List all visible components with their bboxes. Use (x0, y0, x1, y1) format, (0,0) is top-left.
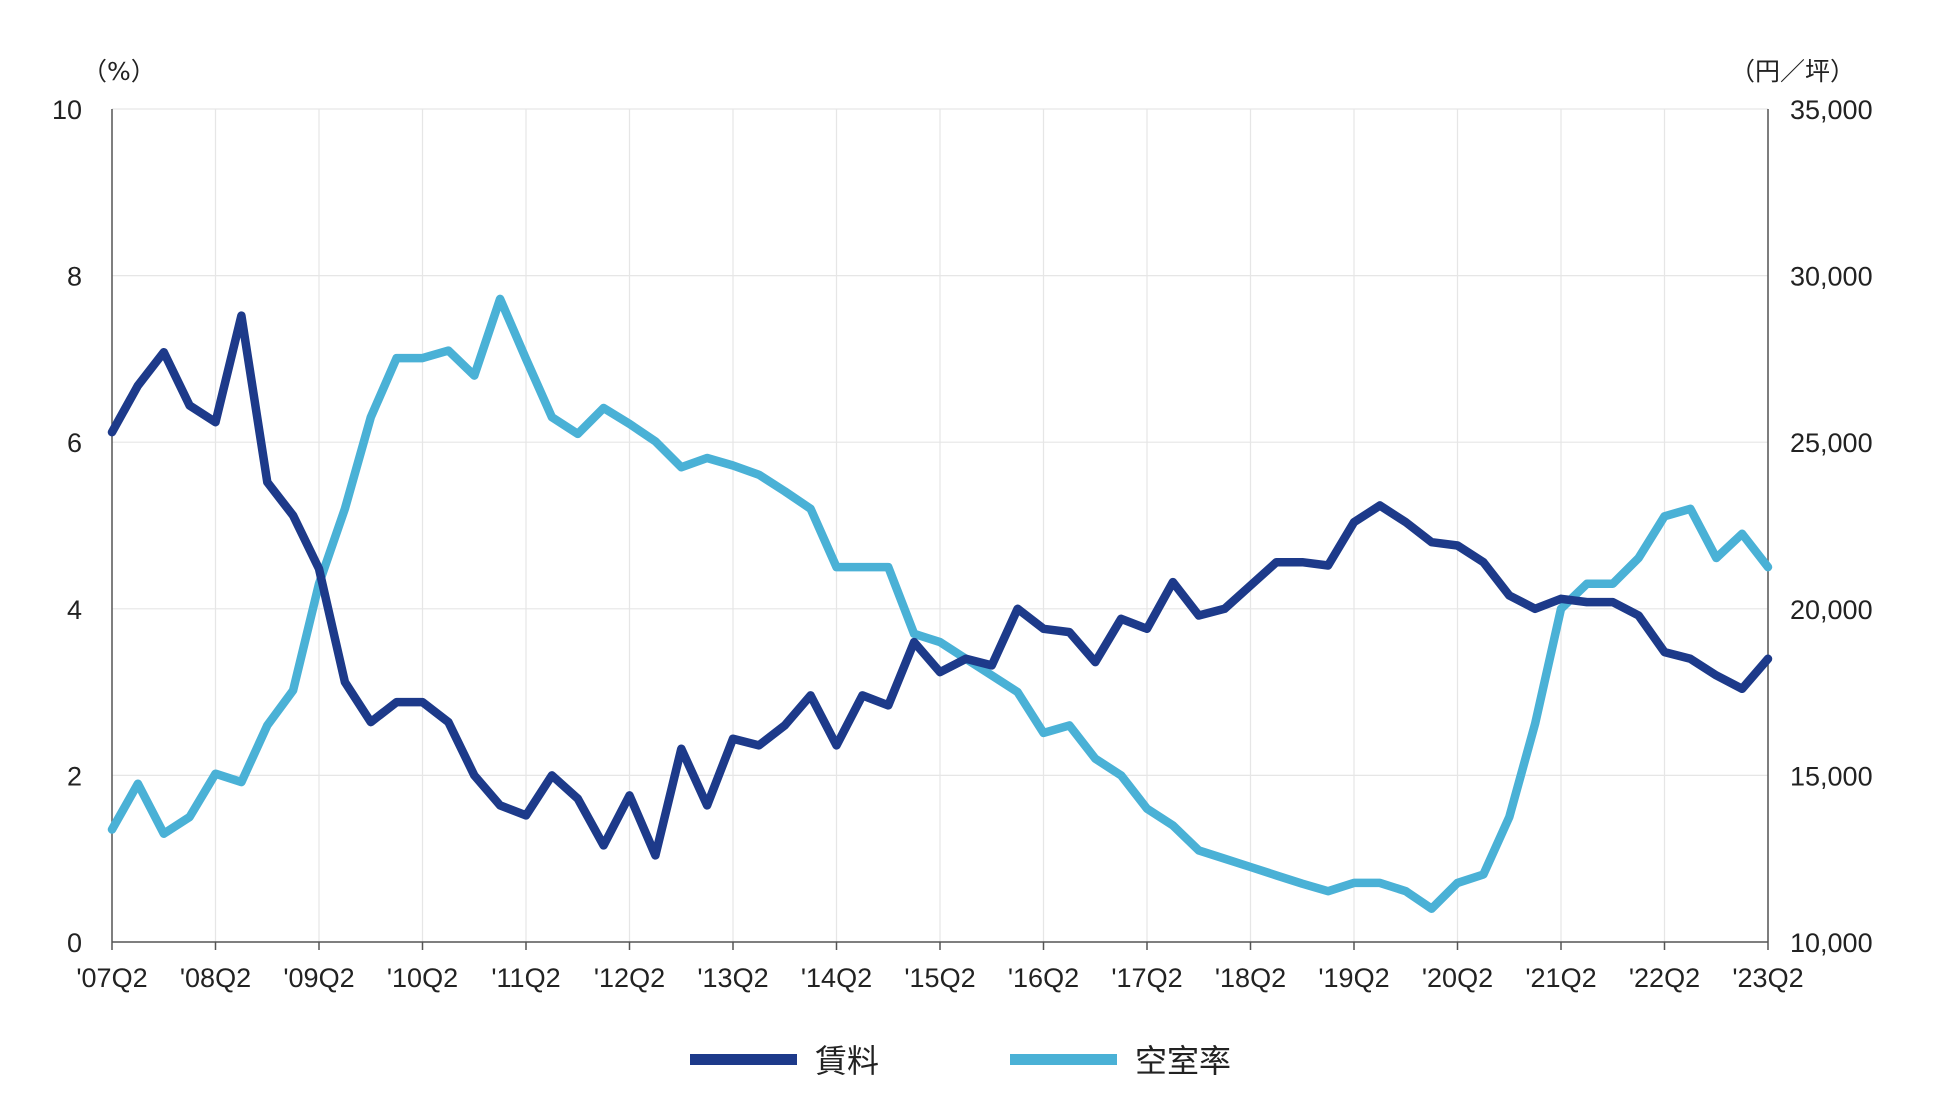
y-right-unit: （円／坪） (1730, 57, 1855, 86)
x-tick-label: '17Q2 (1111, 963, 1182, 993)
x-tick-label: '16Q2 (1008, 963, 1079, 993)
x-tick-label: '14Q2 (801, 963, 872, 993)
y-right-tick-label: 20,000 (1790, 595, 1873, 625)
legend-item-rent: 賃料 (690, 1036, 879, 1082)
tick-labels: 0 10,000 2 15,000 4 20,000 6 25,000 8 30,000 10 35,… (52, 95, 1873, 993)
y-right-tick-label: 10,000 (1790, 928, 1873, 958)
legend: 賃料 空室率 (0, 1036, 1950, 1086)
y-right-tick-label: 25,000 (1790, 428, 1873, 458)
x-tick-label: '21Q2 (1525, 963, 1596, 993)
x-tick-label: '15Q2 (904, 963, 975, 993)
x-tick-label: '13Q2 (697, 963, 768, 993)
y-right-tick-label: 35,000 (1790, 95, 1873, 125)
x-tick-label: '10Q2 (387, 963, 458, 993)
y-left-unit: （%） (82, 57, 156, 86)
x-tick-label: '07Q2 (76, 963, 147, 993)
y-left-tick-label: 2 (67, 761, 82, 791)
y-left-tick-label: 6 (67, 428, 82, 458)
legend-item-vacancy: 空室率 (1010, 1036, 1231, 1082)
series-line-vacancy (107, 294, 1773, 913)
legend-label-rent: 賃料 (815, 1042, 880, 1080)
x-tick-label: '23Q2 (1732, 963, 1803, 993)
x-tick-label: '11Q2 (491, 963, 560, 993)
legend-label-vacancy: 空室率 (1135, 1042, 1232, 1080)
legend-swatch-rent (690, 1053, 797, 1065)
chart-axes (111, 109, 1769, 950)
x-tick-label: '08Q2 (180, 963, 251, 993)
y-right-tick-label: 30,000 (1790, 262, 1873, 292)
x-tick-label: '22Q2 (1629, 963, 1700, 993)
y-left-tick-label: 10 (52, 95, 82, 125)
gridlines (112, 108, 1769, 942)
y-left-tick-label: 8 (67, 262, 82, 292)
y-right-tick-label: 15,000 (1790, 761, 1873, 791)
x-tick-label: '20Q2 (1422, 963, 1493, 993)
y-left-tick-label: 0 (67, 928, 82, 958)
series-layer (107, 294, 1773, 913)
x-tick-label: '18Q2 (1215, 963, 1286, 993)
x-tick-label: '19Q2 (1318, 963, 1389, 993)
x-tick-label: '12Q2 (594, 963, 665, 993)
x-tick-label: '09Q2 (283, 963, 354, 993)
legend-swatch-vacancy (1010, 1053, 1117, 1065)
y-left-tick-label: 4 (67, 595, 82, 625)
series-line-rent (107, 311, 1773, 860)
